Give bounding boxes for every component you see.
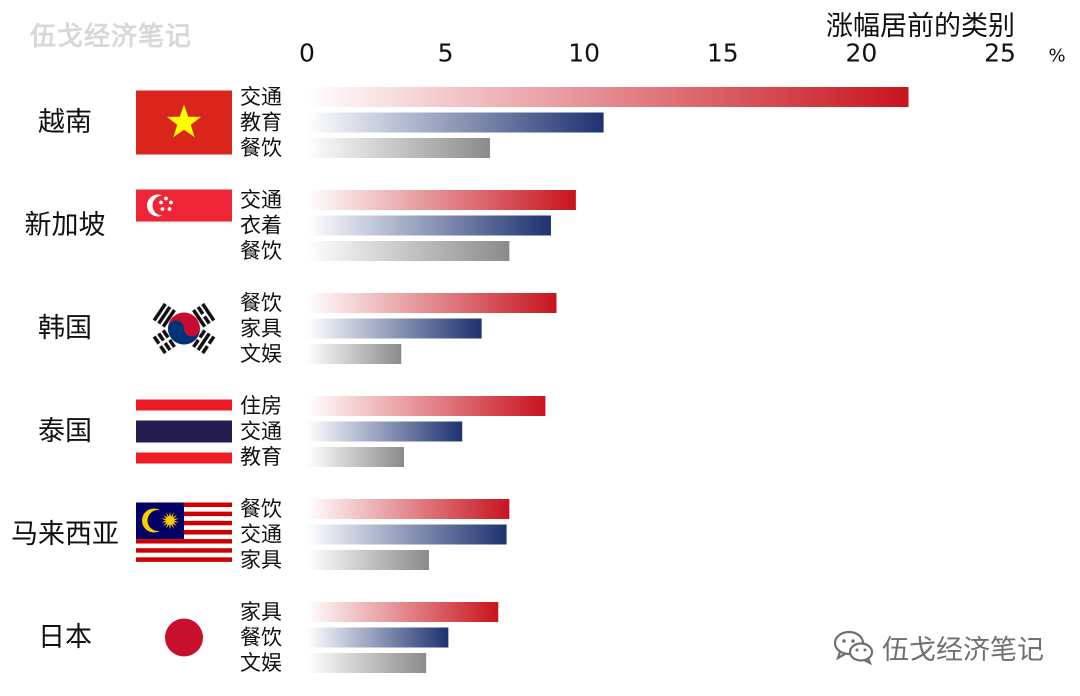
category-label: 住房	[240, 394, 282, 418]
category-label: 文娱	[240, 342, 282, 366]
country-label: 日本	[38, 622, 92, 653]
japan-flag	[136, 605, 232, 670]
country-label: 新加坡	[25, 210, 106, 241]
wechat-watermark: 伍戈经济笔记	[832, 627, 1044, 667]
bar	[307, 190, 576, 210]
category-label: 交通	[240, 188, 282, 212]
country-label: 泰国	[38, 416, 92, 447]
x-tick-label: 20	[845, 39, 877, 68]
bar	[307, 602, 499, 622]
category-label: 交通	[240, 420, 282, 444]
bar	[307, 421, 463, 442]
x-tick-label: 25	[984, 39, 1016, 68]
bar	[307, 447, 405, 467]
category-label: 餐饮	[240, 239, 282, 263]
bar	[307, 344, 402, 364]
bar	[307, 87, 909, 107]
country-label: 越南	[38, 107, 92, 138]
bar	[307, 138, 490, 158]
bar	[307, 241, 510, 261]
thailand-flag	[136, 399, 232, 464]
category-label: 交通	[240, 85, 282, 109]
vietnam-flag	[136, 90, 232, 155]
bar	[307, 653, 427, 673]
country-label: 马来西亚	[11, 519, 119, 550]
bar	[307, 318, 482, 339]
watermark-top-left: 伍戈经济笔记	[30, 22, 193, 52]
category-label: 衣着	[240, 214, 282, 238]
malaysia-flag	[136, 502, 232, 567]
category-label: 家具	[240, 317, 282, 341]
chart-title: 涨幅居前的类别	[826, 11, 1015, 42]
x-tick-label: 0	[299, 39, 315, 68]
category-label: 餐饮	[240, 291, 282, 315]
category-label: 餐饮	[240, 497, 282, 521]
bar	[307, 293, 557, 313]
bar	[307, 215, 551, 236]
singapore-flag	[136, 189, 232, 224]
category-label: 餐饮	[240, 626, 282, 650]
category-label: 交通	[240, 523, 282, 547]
category-label: 家具	[240, 600, 282, 624]
bar	[307, 499, 510, 519]
bar	[307, 112, 604, 133]
x-tick-label: 10	[568, 39, 600, 68]
korea-flag	[152, 302, 216, 355]
wechat-icon	[833, 630, 874, 666]
x-tick-label: 5	[438, 39, 454, 68]
category-label: 家具	[240, 548, 282, 572]
bar	[307, 396, 546, 416]
category-label: 教育	[240, 111, 282, 135]
x-unit-label: %	[1048, 46, 1065, 67]
country-label: 韩国	[38, 313, 92, 344]
category-label: 教育	[240, 445, 282, 469]
bar	[307, 627, 449, 648]
bar	[307, 524, 507, 545]
category-label: 餐饮	[240, 136, 282, 160]
x-tick-label: 15	[707, 39, 739, 68]
bar	[307, 550, 429, 570]
wechat-watermark-text: 伍戈经济笔记	[882, 634, 1044, 666]
category-label: 文娱	[240, 651, 282, 675]
